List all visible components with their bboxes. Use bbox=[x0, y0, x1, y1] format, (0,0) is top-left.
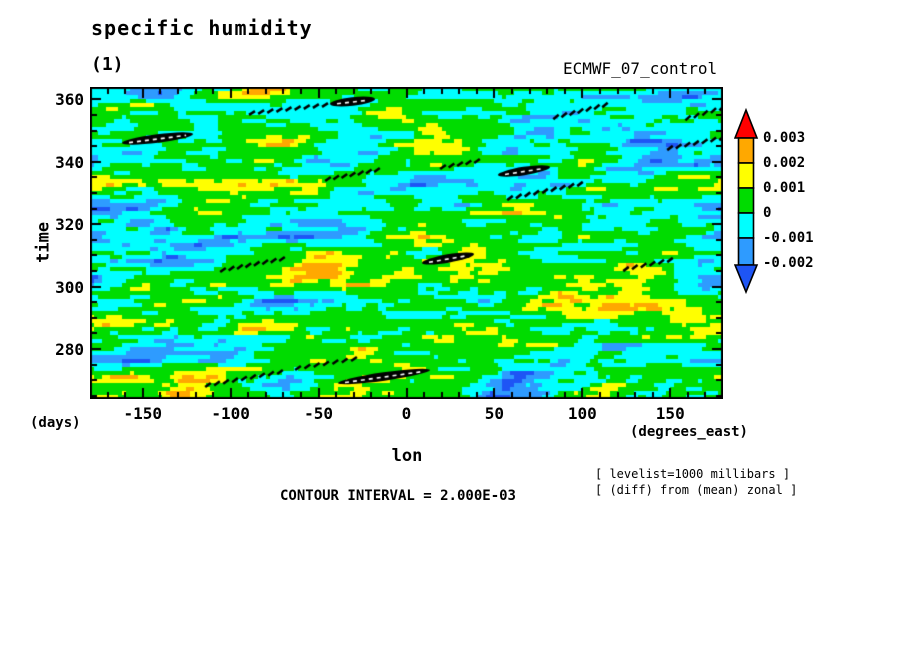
hovmoller-field-canvas bbox=[90, 87, 723, 399]
x-tick-label: -150 bbox=[123, 404, 163, 423]
y-tick-label: 360 bbox=[55, 90, 84, 110]
colorbar-arrow-up bbox=[733, 107, 759, 139]
x-tick-label: 150 bbox=[655, 404, 685, 423]
colorbar-arrow-down bbox=[733, 264, 759, 295]
footnote-levelist: [ levelist=1000 millibars ] bbox=[595, 467, 791, 481]
x-tick-label: 0 bbox=[401, 404, 412, 423]
x-tick-label: -50 bbox=[304, 404, 334, 423]
contour-interval-note: CONTOUR INTERVAL = 2.000E-03 bbox=[279, 488, 516, 504]
x-axis-unit: (degrees_east) bbox=[629, 424, 748, 440]
colorbar-band bbox=[737, 237, 755, 266]
colorbar-label: -0.001 bbox=[763, 230, 814, 246]
page-title: specific humidity bbox=[91, 16, 313, 40]
y-tick-label: 280 bbox=[55, 340, 84, 360]
footnote-diff-zonal: [ (diff) from (mean) zonal ] bbox=[595, 483, 798, 497]
x-tick-label: 100 bbox=[567, 404, 597, 423]
colorbar-band bbox=[737, 187, 755, 214]
colorbar bbox=[733, 107, 764, 300]
y-tick-label: 320 bbox=[55, 215, 84, 235]
colorbar-band bbox=[737, 137, 755, 164]
page-subtitle: (1) bbox=[91, 54, 124, 75]
colorbar-band bbox=[737, 162, 755, 189]
y-tick-label: 340 bbox=[55, 152, 84, 172]
dataset-label: ECMWF_07_control bbox=[563, 59, 718, 78]
colorbar-label: 0.001 bbox=[763, 180, 806, 196]
y-tick-label: 300 bbox=[55, 277, 84, 297]
y-axis-unit: (days) bbox=[30, 415, 81, 431]
colorbar-label: -0.002 bbox=[763, 255, 814, 271]
x-tick-label: 50 bbox=[484, 404, 505, 423]
x-tick-label: -100 bbox=[211, 404, 250, 423]
colorbar-label: 0 bbox=[763, 205, 772, 221]
colorbar-label: 0.002 bbox=[763, 155, 806, 171]
colorbar-label: 0.003 bbox=[763, 130, 806, 146]
x-axis-title: lon bbox=[391, 446, 423, 466]
colorbar-band bbox=[737, 212, 755, 239]
